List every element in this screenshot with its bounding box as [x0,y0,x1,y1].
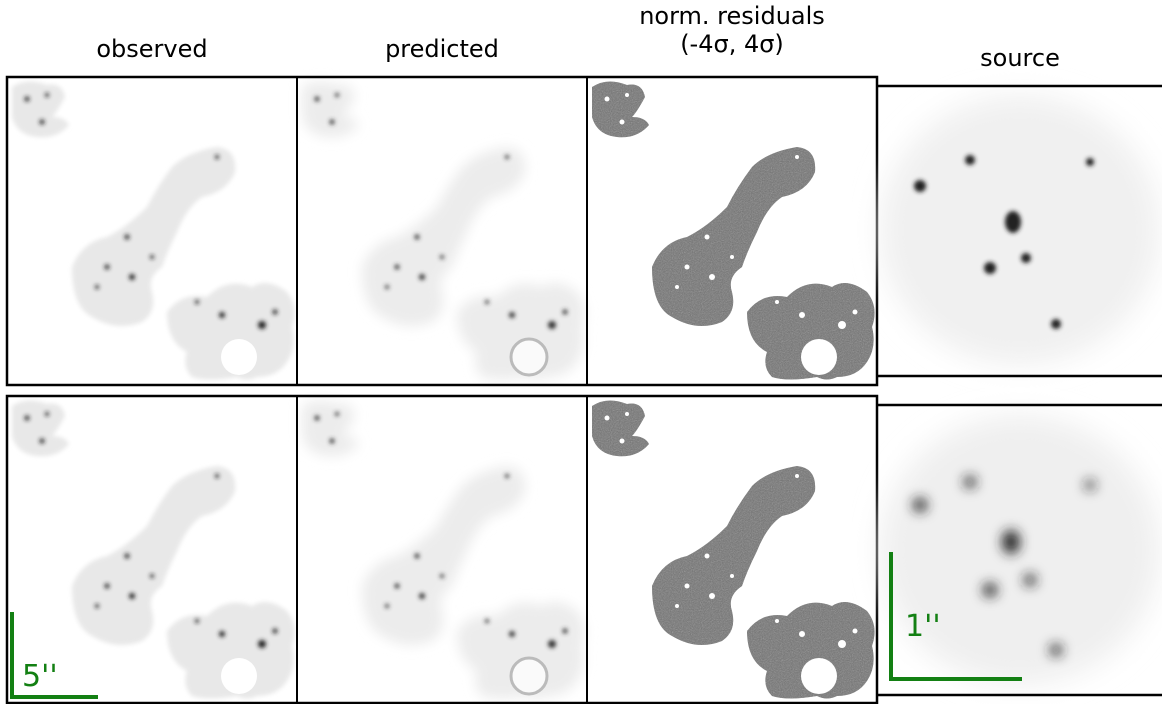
predicted-image [302,81,585,379]
predicted-image [302,400,585,698]
figure: observed predicted norm. residuals (-4σ,… [0,0,1162,704]
column-title: (-4σ, 4σ) [680,30,784,58]
residual-image [592,400,875,698]
residual-image [592,81,875,379]
observed-image [12,81,295,379]
column-title: observed [96,35,207,63]
source-image [880,415,1160,685]
column-title: norm. residuals [639,2,825,30]
scale-label: 5'' [22,659,58,694]
source-image [880,95,1160,365]
column-title: predicted [385,35,499,63]
column-title: source [980,44,1060,72]
observed-image [12,400,295,698]
scale-label: 1'' [905,609,941,644]
panels [7,77,1162,704]
